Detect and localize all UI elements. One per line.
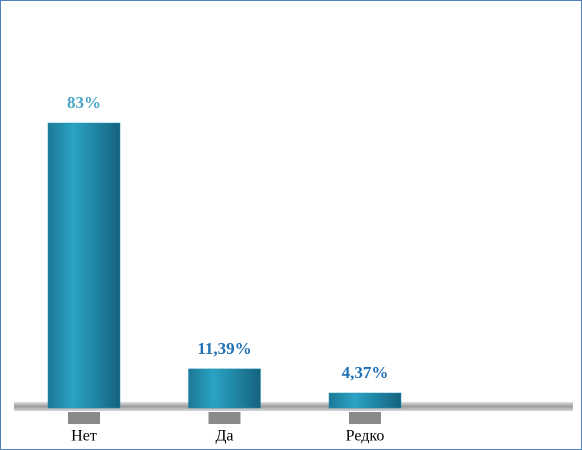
label-tab [208, 412, 241, 424]
bar [328, 392, 402, 409]
baseline [14, 402, 573, 411]
bar [188, 368, 261, 409]
x-tick-label: Нет [71, 428, 97, 445]
label-tab [349, 412, 381, 424]
label-tab [68, 412, 100, 424]
value-label: 4,37% [342, 363, 389, 382]
value-label: 11,39% [197, 339, 251, 358]
value-label: 83% [67, 93, 101, 112]
x-tick-label: Редко [346, 428, 385, 445]
bar [47, 122, 121, 409]
x-tick-label: Да [215, 428, 233, 445]
